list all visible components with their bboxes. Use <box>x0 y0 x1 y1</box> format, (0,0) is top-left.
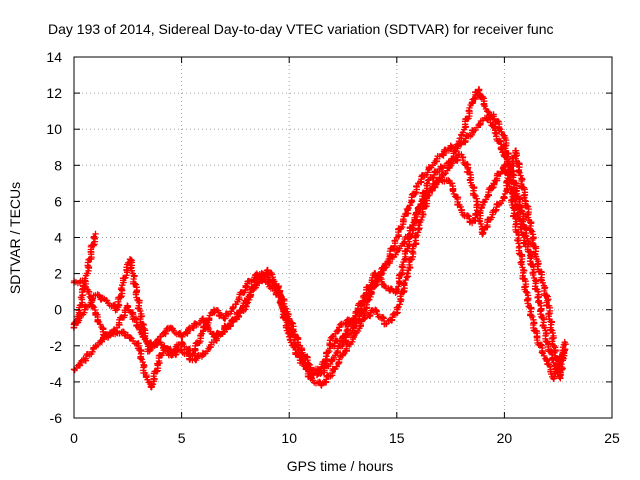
y-axis-label: SDTVAR / TECUs <box>7 182 23 294</box>
y-tick-label-4: 4 <box>54 230 62 246</box>
y-tick-label--6: -6 <box>50 410 63 426</box>
x-axis-label: GPS time / hours <box>287 458 394 474</box>
series-track-e <box>329 111 530 350</box>
y-tick-label--4: -4 <box>50 374 63 390</box>
x-tick-label-15: 15 <box>389 430 405 446</box>
grid-lines <box>74 57 612 418</box>
x-tick-label-5: 5 <box>178 430 186 446</box>
chart-title: Day 193 of 2014, Sidereal Day-to-day VTE… <box>48 21 554 37</box>
y-tick-label-12: 12 <box>46 85 62 101</box>
data-points <box>70 86 569 391</box>
y-tick-label-0: 0 <box>54 302 62 318</box>
series-track-e-markers <box>329 111 530 350</box>
y-tick-label-14: 14 <box>46 49 62 65</box>
x-tick-label-10: 10 <box>281 430 297 446</box>
y-tick-label-2: 2 <box>54 266 62 282</box>
x-tick-label-25: 25 <box>604 430 620 446</box>
y-tick-label-10: 10 <box>46 121 62 137</box>
series-track-d <box>70 86 569 377</box>
y-tick-label--2: -2 <box>50 338 63 354</box>
y-tick-label-6: 6 <box>54 193 62 209</box>
x-tick-label-0: 0 <box>70 430 78 446</box>
x-tick-label-20: 20 <box>497 430 513 446</box>
axis-ticks <box>73 56 613 419</box>
series-track-d-markers <box>70 86 569 377</box>
tick-labels: 0 5 10 15 20 25 -6 -4 -2 0 2 4 6 8 10 12 14 <box>46 49 620 446</box>
y-tick-label-8: 8 <box>54 157 62 173</box>
